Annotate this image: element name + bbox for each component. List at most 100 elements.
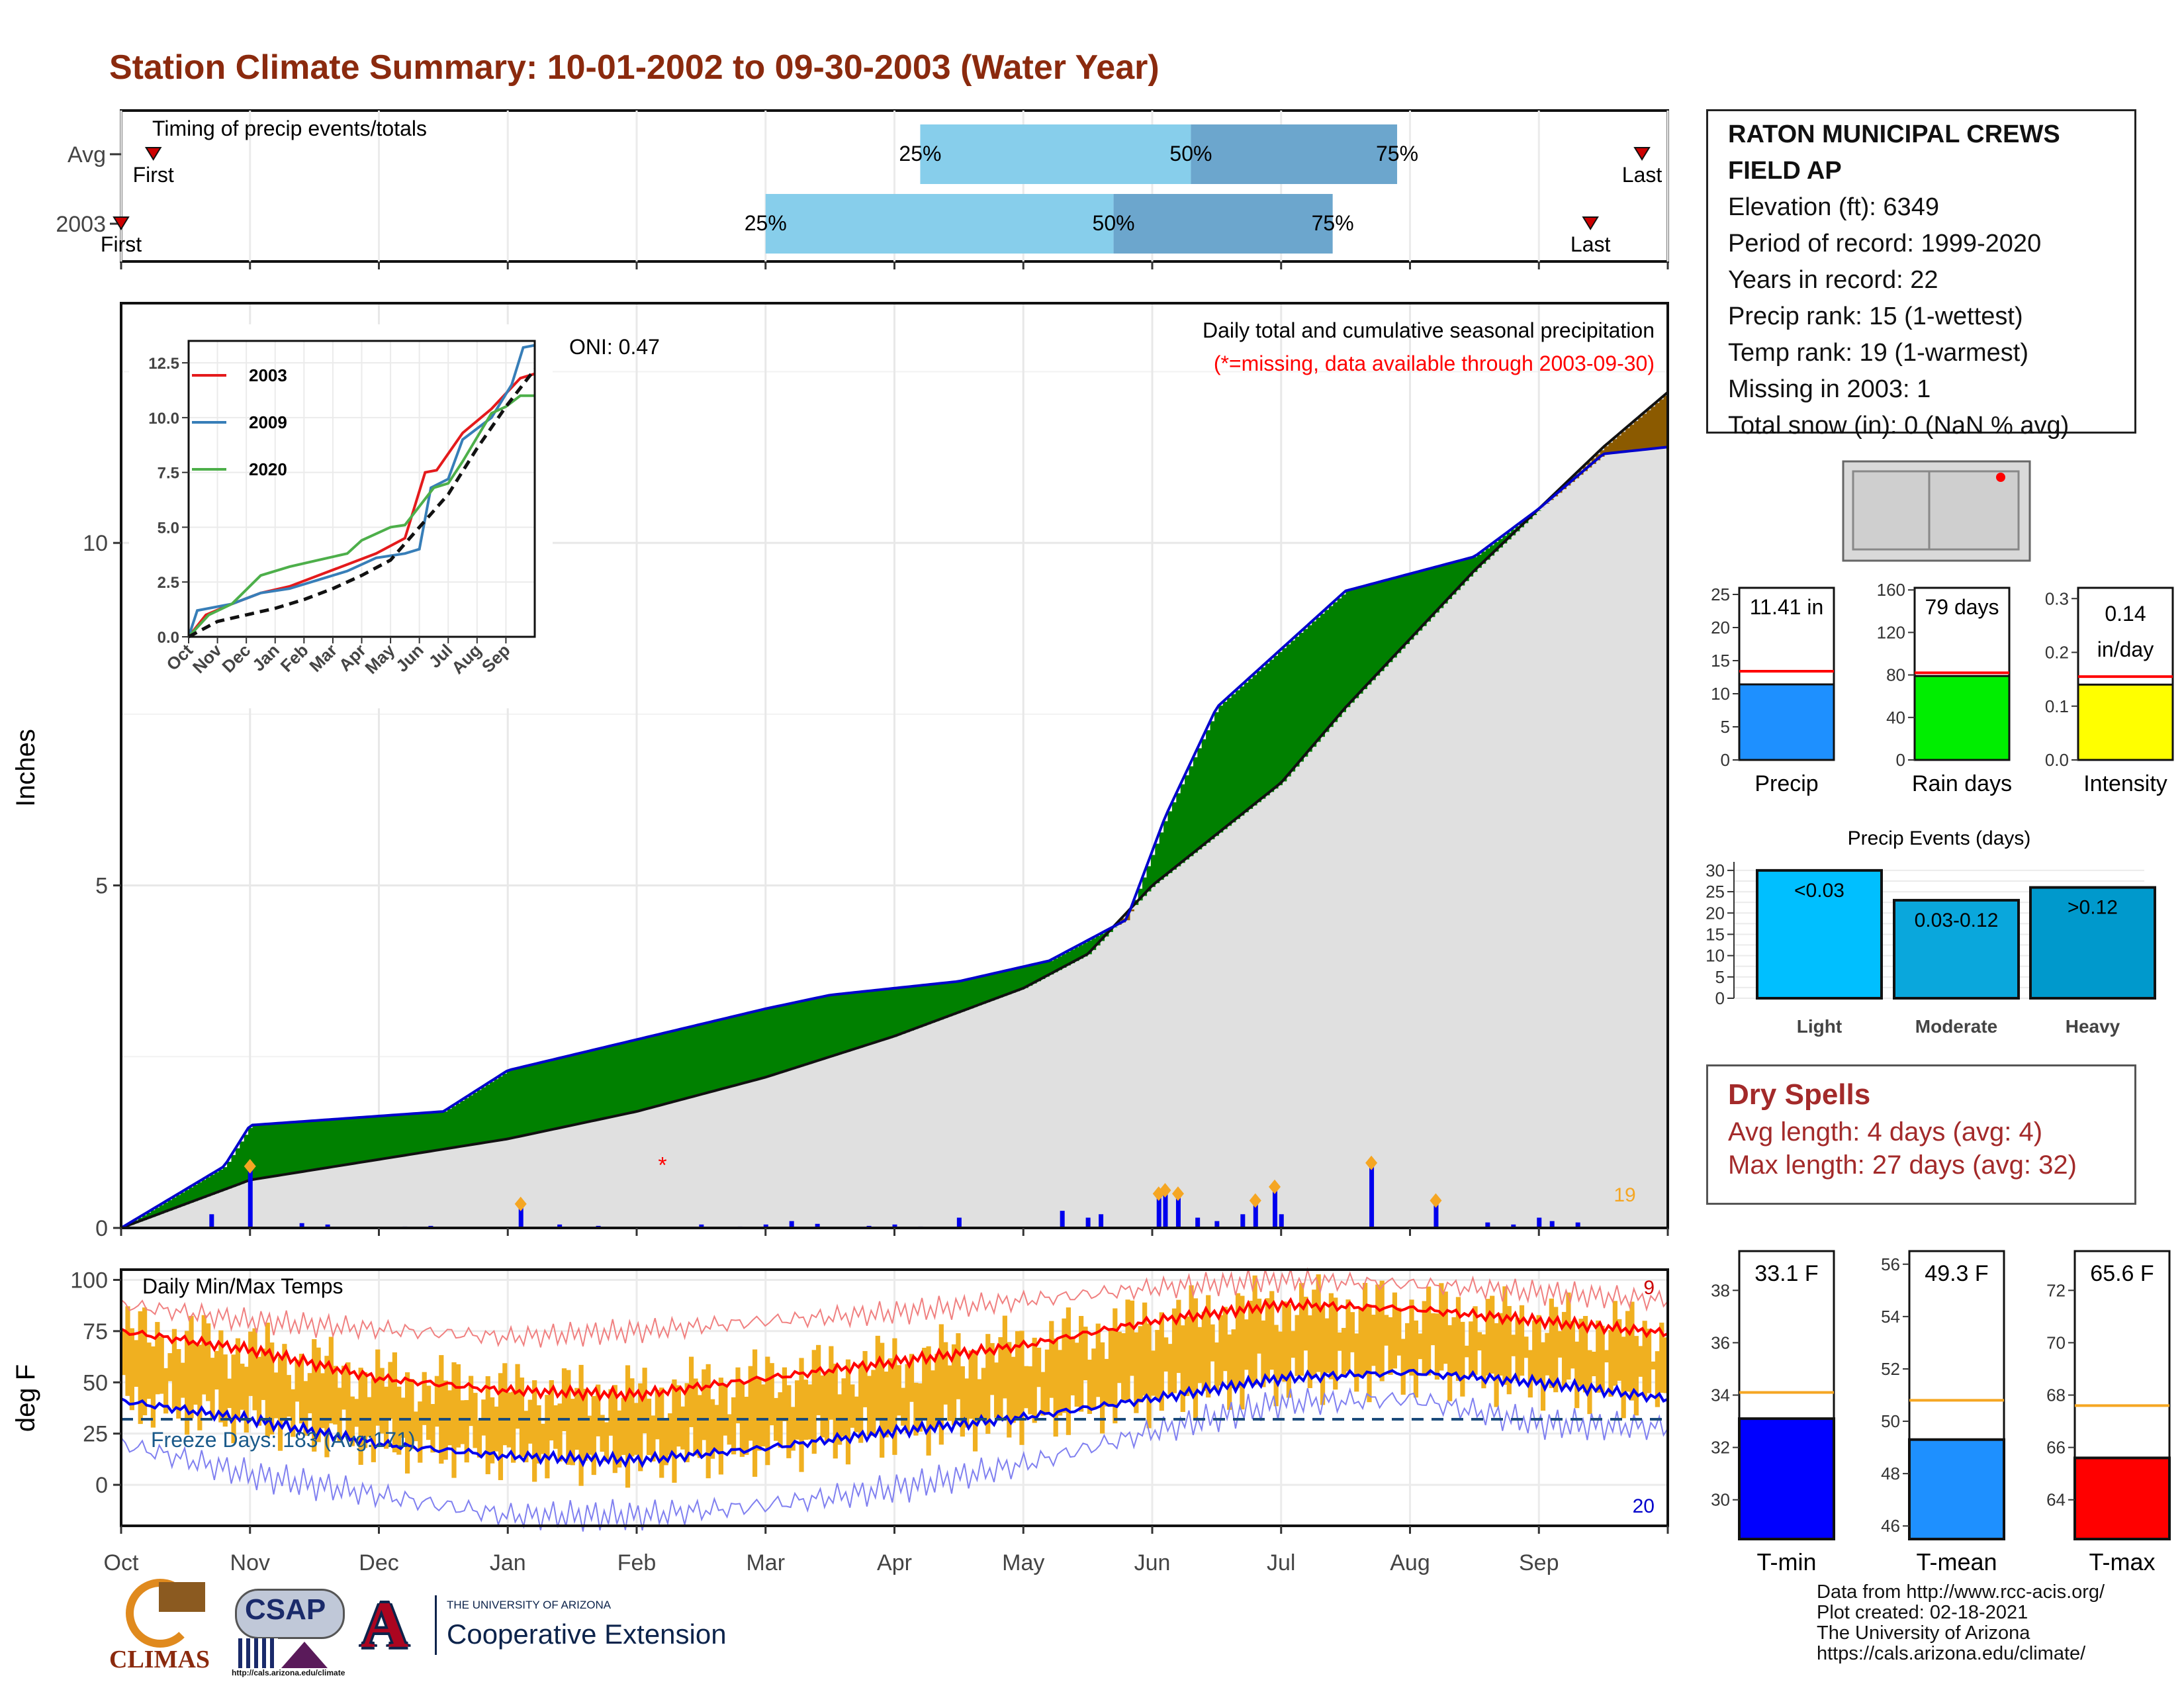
temps-daily-bar bbox=[1312, 1289, 1317, 1377]
timing-bar-50-75 bbox=[1113, 194, 1333, 254]
precip-diff-fill bbox=[1019, 967, 1024, 990]
precip-diff-fill bbox=[816, 998, 821, 1062]
temps-daily-bar bbox=[909, 1354, 915, 1402]
temps-daily-bar bbox=[1422, 1301, 1427, 1374]
ua-big-text: Cooperative Extension bbox=[447, 1618, 727, 1650]
precip-diff-fill bbox=[880, 990, 885, 1041]
precip-diff-fill bbox=[752, 1011, 758, 1081]
precip-diff-fill bbox=[663, 1033, 668, 1105]
month-label: Jun bbox=[1134, 1550, 1171, 1575]
precip-diff-fill bbox=[545, 1061, 550, 1131]
month-label: Mar bbox=[746, 1550, 785, 1575]
precip-diff-fill bbox=[367, 1117, 372, 1162]
bar-ytick-label: 5 bbox=[1721, 717, 1730, 737]
temps-daily-bar bbox=[1515, 1317, 1520, 1382]
precip-daily-bar bbox=[1273, 1186, 1278, 1228]
temps-daily-bar bbox=[185, 1331, 190, 1435]
temps-daily-bar bbox=[171, 1329, 177, 1409]
precip-diff-fill bbox=[1214, 712, 1219, 836]
temps-daily-bar bbox=[201, 1315, 206, 1395]
temps-daily-bar bbox=[1460, 1321, 1465, 1397]
temps-daily-bar bbox=[582, 1388, 588, 1461]
precip-diff-fill bbox=[481, 1087, 486, 1143]
temps-daily-bar bbox=[396, 1386, 402, 1455]
precip-diff-fill bbox=[159, 1205, 164, 1214]
precip-diff-fill bbox=[231, 1154, 236, 1188]
precip-diff-fill bbox=[993, 973, 999, 1000]
temps-daily-bar bbox=[1418, 1333, 1423, 1360]
temps-daily-bar bbox=[189, 1315, 194, 1419]
precip-diff-fill bbox=[1392, 578, 1397, 658]
temps-daily-bar bbox=[1561, 1311, 1567, 1388]
temps-daily-bar bbox=[269, 1342, 275, 1435]
precip-diff-fill bbox=[324, 1119, 330, 1168]
temps-daily-bar bbox=[561, 1368, 567, 1432]
precip-diff-fill bbox=[1235, 690, 1240, 820]
precip-diff-fill bbox=[960, 981, 965, 1012]
precip-diff-fill bbox=[392, 1115, 397, 1158]
precip-diff-fill bbox=[1439, 566, 1444, 608]
temps-daily-bar bbox=[1028, 1366, 1033, 1415]
precip-daily-marker bbox=[1365, 1155, 1378, 1170]
temps-daily-bar bbox=[871, 1370, 876, 1436]
dry-spells-box: Dry Spells Avg length: 4 days (avg: 4) M… bbox=[1706, 1064, 2136, 1205]
precip-avg-line bbox=[120, 391, 1669, 1229]
precip-daily-bar bbox=[1485, 1222, 1490, 1228]
temps-daily-bar bbox=[968, 1350, 974, 1419]
precip-diff-fill bbox=[1426, 569, 1432, 622]
temps-daily-bar bbox=[702, 1369, 707, 1440]
precip-diff-fill bbox=[1171, 802, 1177, 870]
temps-daily-bar bbox=[1549, 1298, 1554, 1388]
precip-diff-fill bbox=[1473, 557, 1478, 573]
precip-diff-fill bbox=[341, 1118, 346, 1166]
precip-diff-fill bbox=[1477, 554, 1482, 568]
precip-diff-fill bbox=[875, 990, 880, 1043]
temps-daily-bar bbox=[1663, 1337, 1668, 1393]
temps-daily-bar bbox=[1375, 1284, 1381, 1376]
temps-record-min-line bbox=[120, 1387, 1668, 1532]
credit-line: https://cals.arizona.edu/climate/ bbox=[1817, 1643, 2086, 1664]
precip-diff-fill bbox=[774, 1007, 779, 1075]
precip-diff-fill bbox=[909, 986, 914, 1031]
temps-daily-bar bbox=[1227, 1334, 1232, 1410]
temps-daily-bar bbox=[430, 1403, 435, 1453]
precip-diff-fill bbox=[896, 988, 901, 1036]
temps-daily-bar bbox=[570, 1399, 575, 1466]
precip-diff-fill bbox=[1655, 402, 1660, 449]
temps-daily-bar bbox=[316, 1347, 321, 1442]
temps-daily-bar bbox=[265, 1323, 270, 1437]
precip-diff-fill bbox=[1625, 428, 1630, 452]
inset-ytick-label: 10.0 bbox=[148, 410, 179, 428]
temps-daily-bar bbox=[473, 1393, 478, 1448]
temps-daily-bar bbox=[744, 1397, 749, 1455]
temps-daily-bar bbox=[333, 1366, 338, 1425]
temps-daily-bar bbox=[1363, 1283, 1368, 1375]
precip-diff-fill bbox=[612, 1045, 617, 1117]
temps-daily-bar bbox=[989, 1342, 995, 1395]
temps-daily-bar bbox=[803, 1380, 809, 1440]
precip-diff-fill bbox=[608, 1046, 614, 1118]
precip-diff-fill bbox=[477, 1090, 482, 1144]
tbar-name: T-min bbox=[1757, 1548, 1817, 1575]
precip-diff-fill bbox=[1087, 940, 1092, 955]
precip-diff-fill bbox=[693, 1026, 698, 1097]
precip-diff-fill bbox=[1244, 682, 1249, 813]
precip-diff-fill bbox=[536, 1063, 541, 1133]
precip-daily-bar bbox=[1433, 1200, 1439, 1228]
temps-daily-bar bbox=[1625, 1311, 1631, 1392]
temps-daily-bar bbox=[578, 1364, 584, 1486]
temps-daily-bar bbox=[1206, 1295, 1211, 1398]
temps-daily-bar bbox=[1002, 1315, 1007, 1399]
precip-diff-fill bbox=[1651, 406, 1656, 449]
precip-diff-fill bbox=[702, 1023, 707, 1094]
precip-diff-fill bbox=[1642, 414, 1647, 450]
precip-diff-fill bbox=[1277, 651, 1283, 786]
month-label: Nov bbox=[230, 1550, 270, 1575]
precip-diff-fill bbox=[222, 1167, 228, 1190]
temps-daily-bar bbox=[1155, 1330, 1160, 1400]
temps-daily-bar bbox=[180, 1362, 185, 1398]
temps-daily-bar bbox=[1371, 1315, 1377, 1366]
temps-daily-bar bbox=[981, 1368, 986, 1421]
temps-daily-bar bbox=[1434, 1313, 1440, 1380]
precip-diff-fill bbox=[1663, 395, 1668, 447]
